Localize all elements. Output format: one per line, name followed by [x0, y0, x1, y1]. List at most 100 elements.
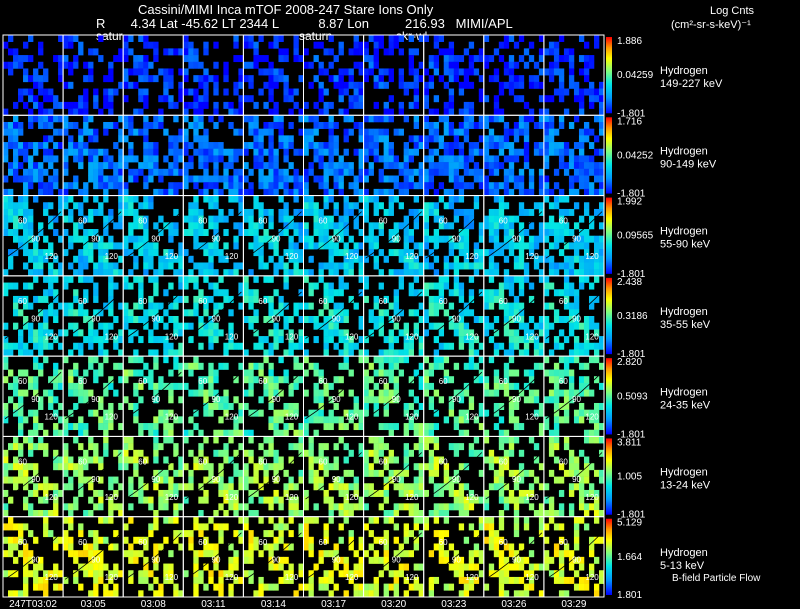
pixel-cell: [38, 329, 44, 337]
pixel-cell: [403, 115, 409, 123]
pixel-cell: [8, 202, 14, 210]
pixel-cell: [168, 576, 174, 584]
pixel-cell: [218, 483, 224, 491]
pixel-cell: [443, 148, 450, 156]
pixel-cell: [518, 249, 525, 257]
pixel-cell: [348, 503, 354, 511]
pixel-cell: [48, 389, 54, 397]
pixel-cell: [153, 456, 159, 464]
pixel-cell: [328, 142, 334, 150]
pixel-cell: [153, 483, 159, 491]
pixel-cell: [328, 242, 334, 250]
pixel-cell: [73, 382, 79, 390]
pixel-cell: [78, 550, 84, 558]
pixel-cell: [68, 275, 74, 283]
pixel-cell: [543, 95, 550, 103]
pixel-cell: [433, 469, 440, 477]
pixel-cell: [38, 182, 44, 190]
pixel-cell: [243, 389, 249, 397]
pixel-cell: [83, 449, 89, 457]
pixel-cell: [148, 382, 154, 390]
pixel-cell: [338, 349, 344, 357]
pixel-cell: [258, 456, 264, 464]
pixel-cell: [493, 235, 500, 243]
pixel-cell: [508, 416, 515, 424]
pixel-cell: [463, 101, 470, 109]
pixel-cell: [528, 249, 535, 257]
pixel-cell: [243, 449, 249, 457]
pixel-cell: [38, 322, 44, 330]
pixel-cell: [578, 182, 585, 190]
pixel-cell: [303, 583, 309, 591]
pixel-cell: [73, 295, 79, 303]
pixel-cell: [123, 376, 129, 384]
heatmap-panel: [242, 34, 304, 116]
pixel-cell: [293, 168, 299, 176]
overlay-angle-label: 60: [18, 217, 27, 226]
pixel-cell: [58, 463, 64, 471]
pixel-cell: [298, 115, 304, 123]
pixel-cell: [558, 476, 565, 484]
pixel-cell: [358, 48, 364, 56]
pixel-cell: [413, 195, 419, 203]
pixel-cell: [233, 550, 239, 558]
pixel-cell: [28, 409, 34, 417]
pixel-cell: [408, 342, 414, 350]
pixel-cell: [63, 128, 69, 136]
pixel-cell: [403, 88, 409, 96]
pixel-cell: [298, 148, 304, 156]
pixel-cell: [443, 255, 450, 263]
pixel-cell: [583, 489, 590, 497]
pixel-cell: [558, 463, 565, 471]
pixel-cell: [123, 309, 129, 317]
pixel-cell: [143, 249, 149, 257]
pixel-cell: [298, 188, 304, 196]
pixel-cell: [363, 135, 369, 143]
pixel-cell: [23, 75, 29, 83]
pixel-cell: [418, 362, 424, 370]
pixel-cell: [3, 155, 9, 163]
pixel-cell: [543, 249, 550, 257]
overlay-angle-label: 60: [439, 217, 448, 226]
pixel-cell: [493, 349, 500, 357]
pixel-cell: [378, 570, 384, 578]
pixel-cell: [413, 142, 419, 150]
pixel-cell: [583, 436, 590, 444]
pixel-cell: [543, 356, 550, 364]
pixel-cell: [363, 148, 369, 156]
pixel-cell: [458, 155, 465, 163]
pixel-cell: [283, 275, 289, 283]
pixel-cell: [443, 168, 450, 176]
pixel-cell: [73, 402, 79, 410]
pixel-cell: [328, 148, 334, 156]
pixel-cell: [588, 128, 595, 136]
pixel-cell: [418, 469, 424, 477]
pixel-cell: [53, 155, 59, 163]
pixel-cell: [213, 108, 219, 116]
pixel-cell: [453, 135, 460, 143]
pixel-cell: [228, 148, 234, 156]
pixel-cell: [493, 135, 500, 143]
pixel-cell: [118, 55, 124, 63]
pixel-cell: [118, 222, 124, 230]
pixel-cell: [513, 423, 520, 431]
pixel-cell: [88, 215, 94, 223]
overlay-angle-label: 120: [45, 413, 59, 422]
pixel-cell: [138, 249, 144, 257]
pixel-cell: [163, 48, 169, 56]
pixel-cell: [398, 81, 404, 89]
pixel-cell: [363, 235, 369, 243]
pixel-cell: [323, 469, 329, 477]
pixel-cell: [263, 476, 269, 484]
pixel-cell: [243, 175, 249, 183]
pixel-cell: [313, 469, 319, 477]
pixel-cell: [368, 556, 374, 564]
pixel-cell: [373, 35, 379, 42]
pixel-cell: [588, 322, 595, 330]
pixel-cell: [238, 536, 244, 544]
pixel-cell: [208, 342, 214, 350]
pixel-cell: [543, 121, 550, 129]
pixel-cell: [228, 269, 234, 277]
pixel-cell: [278, 229, 284, 237]
pixel-cell: [88, 496, 94, 504]
